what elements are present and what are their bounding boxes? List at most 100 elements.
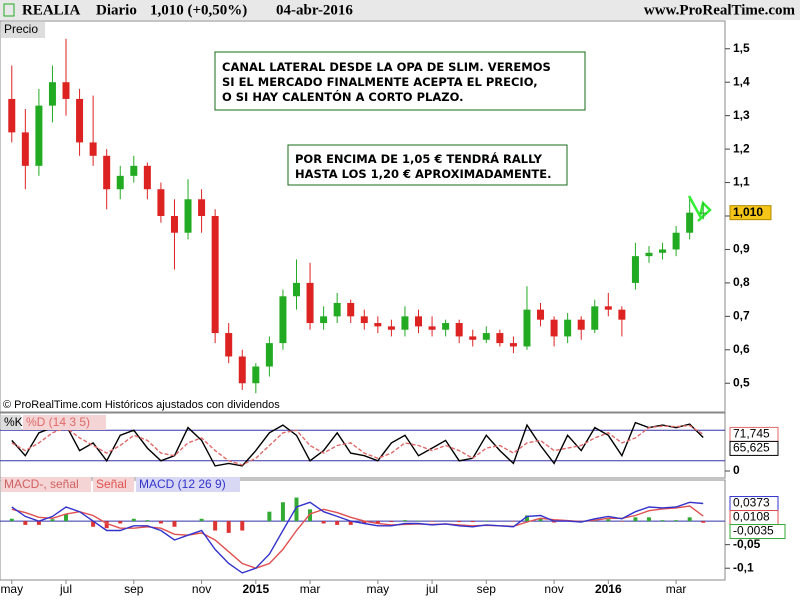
histogram-bar — [104, 521, 109, 529]
value-tag-label: 0,0373 — [733, 496, 770, 510]
histogram-bar — [402, 520, 407, 522]
histogram-bar — [633, 517, 638, 522]
histogram-bar — [457, 521, 462, 523]
histogram-bar — [308, 509, 313, 522]
legend-label: %D (14 3 5) — [26, 415, 90, 429]
histogram-bar — [646, 517, 651, 522]
x-tick-label: 2015 — [242, 582, 269, 596]
candle-body — [469, 336, 477, 340]
candle-body — [306, 282, 314, 324]
annotation-box — [214, 51, 586, 111]
candle-body — [62, 82, 70, 99]
title-box — [1, 22, 45, 38]
candle-body — [564, 319, 572, 337]
candle-body — [509, 343, 517, 347]
candle-body — [198, 199, 206, 216]
macd-panel — [0, 479, 726, 581]
candle-body — [333, 302, 341, 317]
annotation: HASTA LOS 1,20 € APROXIMADAMENTE. — [295, 167, 552, 181]
annotation: CANAL LATERAL DESDE LA OPA DE SLIM. VERE… — [222, 60, 551, 74]
candle-body — [686, 212, 694, 233]
histogram-bar — [118, 521, 123, 524]
x-tick-label: nov — [544, 582, 563, 596]
y-tick-label: 1,5 — [733, 41, 750, 55]
candle-body — [699, 212, 707, 214]
value-tag-label: 65,625 — [733, 441, 770, 455]
y-tick-label: 0,8 — [733, 275, 750, 289]
histogram-bar — [240, 521, 245, 531]
candle-body — [415, 316, 423, 327]
value-tag-label: 1,010 — [733, 205, 763, 219]
y-tick-label: 0,7 — [733, 309, 750, 323]
y-tick-label: 1,3 — [733, 108, 750, 122]
value-tag — [729, 440, 779, 456]
price: 1,010 (+0,50%) — [150, 2, 247, 18]
candle-body — [35, 105, 43, 166]
histogram-bar — [375, 521, 380, 524]
y-tick-label: 0,9 — [733, 242, 750, 256]
y-tick-label: 1,2 — [733, 141, 750, 155]
candle-body — [387, 326, 395, 330]
histogram-bar — [701, 521, 706, 523]
histogram-bar — [23, 521, 28, 525]
annotation: SI EL MERCADO FINALMENTE ACEPTA EL PRECI… — [222, 75, 538, 89]
candle-body — [8, 98, 16, 133]
legend-box — [1, 477, 91, 492]
histogram-bar — [145, 520, 150, 522]
header-bar — [0, 0, 800, 20]
candle-body — [292, 282, 300, 297]
candle-body — [659, 249, 667, 253]
candle-body — [211, 216, 219, 334]
x-tick-label: sep — [124, 582, 144, 596]
value-tag — [729, 524, 786, 540]
candle-body — [442, 323, 450, 330]
histogram-bar — [91, 521, 96, 527]
histogram-bar — [50, 519, 55, 522]
value-tag — [729, 205, 772, 221]
series-line — [11, 505, 704, 569]
footer: © ProRealTime.com Históricos ajustados c… — [3, 399, 280, 411]
histogram-bar — [131, 518, 136, 522]
x-tick-label: may — [0, 582, 23, 596]
panel-title: Precio — [4, 22, 38, 36]
candle-body — [265, 343, 273, 367]
candle-body — [130, 165, 138, 176]
candle-body — [374, 323, 382, 327]
legend-label: %K — [4, 415, 23, 429]
value-tag-label: 0,0108 — [733, 510, 770, 524]
histogram-bar — [199, 518, 204, 522]
legend-box — [93, 477, 134, 492]
y-tick-label: -0,1 — [733, 560, 754, 574]
candle-body — [320, 316, 328, 324]
candle-body — [604, 306, 612, 310]
candle-body — [428, 326, 436, 330]
histogram-bar — [226, 521, 231, 533]
candle-body — [238, 356, 246, 384]
candle-body — [21, 132, 29, 166]
series-line — [11, 421, 704, 467]
candle-body — [537, 309, 545, 320]
y-tick-label: 1,1 — [733, 175, 750, 189]
stoch-panel — [0, 412, 726, 479]
header-icon — [3, 3, 15, 17]
candle-body — [76, 98, 84, 143]
histogram-bar — [213, 521, 218, 531]
candle-body — [496, 333, 504, 344]
site: www.ProRealTime.com — [644, 2, 796, 18]
legend-label: MACD (12 26 9) — [139, 477, 226, 491]
candle-body — [523, 309, 531, 347]
histogram-bar — [470, 521, 475, 523]
annotation: POR ENCIMA DE 1,05 € TENDRÁ RALLY — [295, 151, 543, 166]
histogram-bar — [674, 520, 679, 522]
candle-body — [143, 165, 151, 190]
annotation-box — [287, 144, 568, 186]
candle-body — [157, 189, 165, 216]
y-tick-label: 0,6 — [733, 342, 750, 356]
candle-body — [360, 316, 368, 324]
candle-body — [618, 309, 626, 320]
legend-label: MACD-, señal — [4, 477, 79, 491]
histogram-bar — [36, 521, 41, 525]
candle-body — [225, 333, 233, 357]
candle-body — [401, 316, 409, 330]
